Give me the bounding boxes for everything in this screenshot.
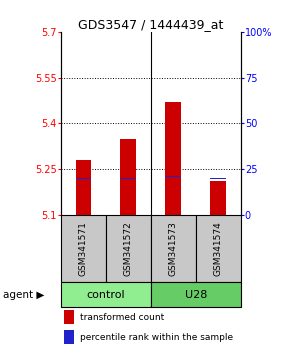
Bar [64,310,74,324]
Title: GDS3547 / 1444439_at: GDS3547 / 1444439_at [78,18,224,31]
Text: control: control [86,290,125,299]
Bar [75,160,91,215]
Bar [210,181,226,215]
Bar [151,282,241,307]
Text: GSM341572: GSM341572 [124,221,133,275]
Bar [210,178,226,179]
Bar [61,215,106,282]
Bar [165,102,181,215]
Bar [120,178,136,179]
Text: transformed count: transformed count [80,313,164,322]
Bar [196,215,241,282]
Bar [75,178,91,179]
Bar [165,176,181,177]
Bar [106,215,151,282]
Bar [64,330,74,344]
Bar [61,282,151,307]
Text: GSM341571: GSM341571 [79,221,88,276]
Text: GSM341573: GSM341573 [169,221,178,276]
Text: percentile rank within the sample: percentile rank within the sample [80,332,233,342]
Bar [151,215,196,282]
Text: agent ▶: agent ▶ [3,290,44,299]
Text: U28: U28 [184,290,207,299]
Text: GSM341574: GSM341574 [214,221,223,275]
Bar [120,138,136,215]
